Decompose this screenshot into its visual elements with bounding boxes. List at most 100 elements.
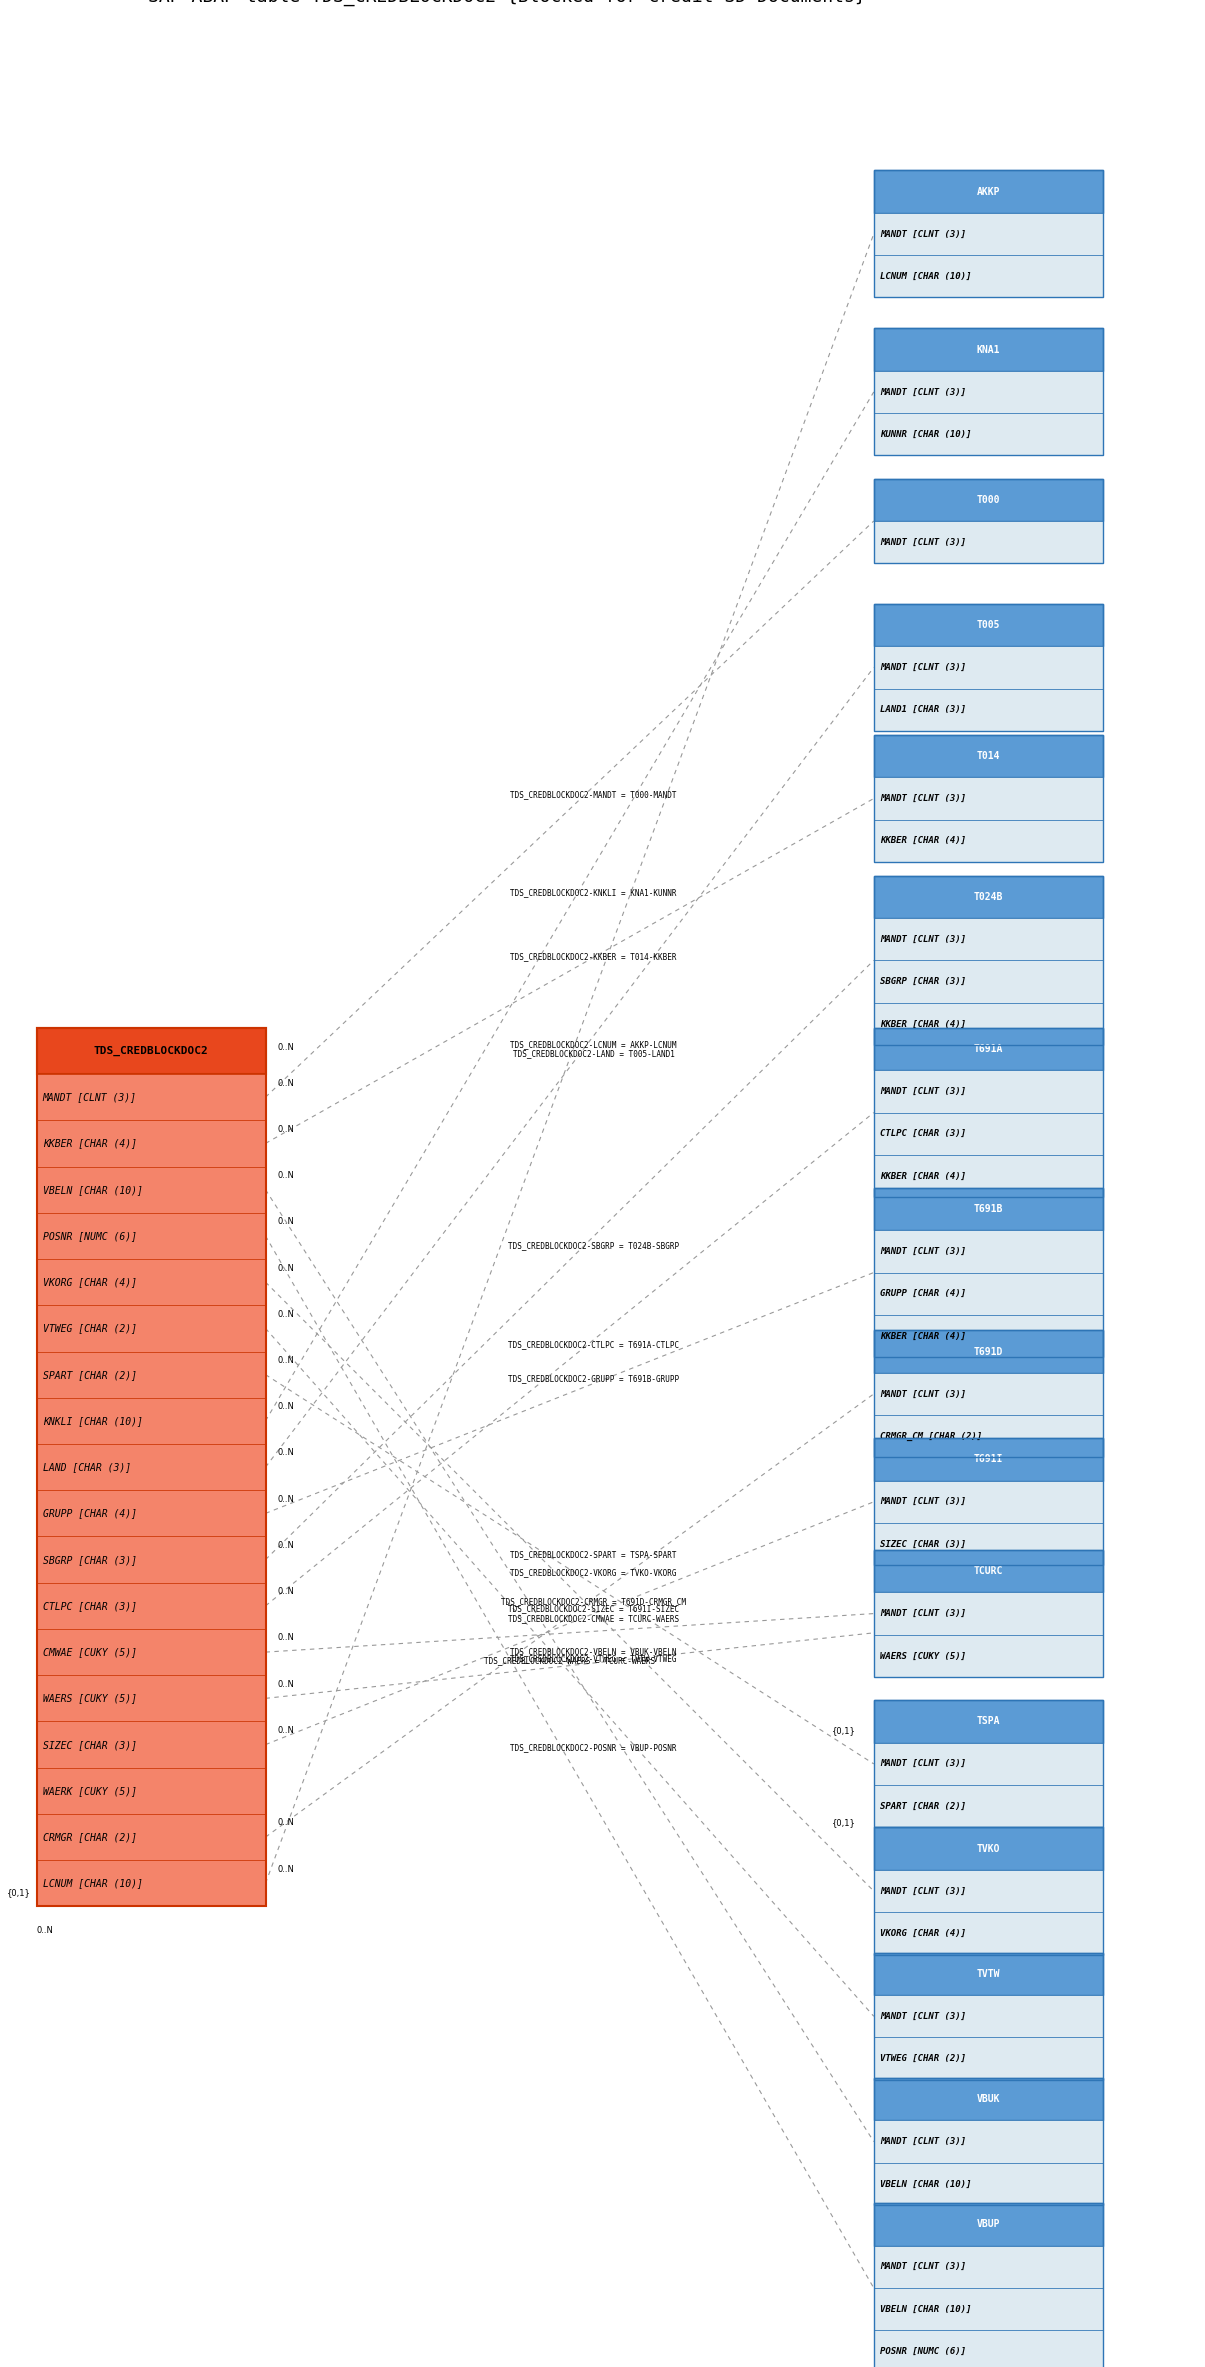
Text: CTLPC [CHAR (3)]: CTLPC [CHAR (3)] xyxy=(42,1600,136,1612)
FancyBboxPatch shape xyxy=(36,1027,265,1075)
FancyBboxPatch shape xyxy=(36,1721,265,1768)
Text: TDS_CREDBLOCKDOC2-MANDT = T000-MANDT: TDS_CREDBLOCKDOC2-MANDT = T000-MANDT xyxy=(511,791,677,800)
FancyBboxPatch shape xyxy=(874,521,1103,563)
Text: 0..N: 0..N xyxy=(277,1865,294,1875)
Text: LCNUM [CHAR (10)]: LCNUM [CHAR (10)] xyxy=(42,1879,142,1889)
Text: TDS_CREDBLOCKDOC2-VTWEG = TVTW-VTWEG: TDS_CREDBLOCKDOC2-VTWEG = TVTW-VTWEG xyxy=(511,1655,677,1662)
FancyBboxPatch shape xyxy=(874,2038,1103,2081)
FancyBboxPatch shape xyxy=(36,1676,265,1721)
Text: SBGRP [CHAR (3)]: SBGRP [CHAR (3)] xyxy=(42,1555,136,1565)
Text: 0..N: 0..N xyxy=(277,1681,294,1688)
Text: T691B: T691B xyxy=(974,1205,1003,1214)
Text: MANDT [CLNT (3)]: MANDT [CLNT (3)] xyxy=(880,388,965,395)
FancyBboxPatch shape xyxy=(36,1584,265,1628)
FancyBboxPatch shape xyxy=(874,329,1103,372)
Text: TDS_CREDBLOCKDOC2-KKBER = T014-KKBER: TDS_CREDBLOCKDOC2-KKBER = T014-KKBER xyxy=(511,952,677,961)
Text: AKKP: AKKP xyxy=(976,187,1000,196)
Text: T005: T005 xyxy=(976,620,1000,630)
Text: WAERK [CUKY (5)]: WAERK [CUKY (5)] xyxy=(42,1785,136,1797)
Text: KNKLI [CHAR (10)]: KNKLI [CHAR (10)] xyxy=(42,1415,142,1425)
FancyBboxPatch shape xyxy=(874,256,1103,298)
Text: VBELN [CHAR (10)]: VBELN [CHAR (10)] xyxy=(880,2305,971,2313)
FancyBboxPatch shape xyxy=(874,776,1103,819)
Text: POSNR [NUMC (6)]: POSNR [NUMC (6)] xyxy=(880,2348,965,2355)
Text: SPART [CHAR (2)]: SPART [CHAR (2)] xyxy=(42,1370,136,1380)
FancyBboxPatch shape xyxy=(874,1155,1103,1198)
Text: MANDT [CLNT (3)]: MANDT [CLNT (3)] xyxy=(880,2263,965,2272)
Text: 0..N: 0..N xyxy=(277,1494,294,1503)
Text: 0..N: 0..N xyxy=(277,1172,294,1181)
FancyBboxPatch shape xyxy=(36,1212,265,1259)
Text: 0..N: 0..N xyxy=(277,1079,294,1086)
FancyBboxPatch shape xyxy=(36,1259,265,1304)
Text: VTWEG [CHAR (2)]: VTWEG [CHAR (2)] xyxy=(880,2055,965,2064)
Text: CRMGR [CHAR (2)]: CRMGR [CHAR (2)] xyxy=(42,1832,136,1842)
Text: TDS_CREDBLOCKDOC2-SBGRP = T024B-SBGRP: TDS_CREDBLOCKDOC2-SBGRP = T024B-SBGRP xyxy=(509,1240,680,1250)
Text: CMWAE [CUKY (5)]: CMWAE [CUKY (5)] xyxy=(42,1647,136,1657)
FancyBboxPatch shape xyxy=(874,961,1103,1004)
FancyBboxPatch shape xyxy=(874,1870,1103,1913)
FancyBboxPatch shape xyxy=(874,1330,1103,1373)
Text: T691D: T691D xyxy=(974,1347,1003,1356)
Text: MANDT [CLNT (3)]: MANDT [CLNT (3)] xyxy=(880,1759,965,1768)
Text: VBELN [CHAR (10)]: VBELN [CHAR (10)] xyxy=(42,1184,142,1195)
FancyBboxPatch shape xyxy=(874,1439,1103,1482)
FancyBboxPatch shape xyxy=(874,2246,1103,2289)
Text: KKBER [CHAR (4)]: KKBER [CHAR (4)] xyxy=(880,1333,965,1340)
FancyBboxPatch shape xyxy=(36,1536,265,1584)
FancyBboxPatch shape xyxy=(874,2078,1103,2121)
FancyBboxPatch shape xyxy=(874,918,1103,961)
FancyBboxPatch shape xyxy=(874,1112,1103,1155)
Text: LCNUM [CHAR (10)]: LCNUM [CHAR (10)] xyxy=(880,272,971,282)
FancyBboxPatch shape xyxy=(874,604,1103,646)
FancyBboxPatch shape xyxy=(874,2204,1103,2246)
FancyBboxPatch shape xyxy=(874,1027,1103,1070)
FancyBboxPatch shape xyxy=(874,1231,1103,1273)
FancyBboxPatch shape xyxy=(874,372,1103,414)
Text: 0..N: 0..N xyxy=(277,1041,294,1051)
FancyBboxPatch shape xyxy=(36,1120,265,1167)
Text: T000: T000 xyxy=(976,495,1000,504)
FancyBboxPatch shape xyxy=(874,1913,1103,1955)
Text: MANDT [CLNT (3)]: MANDT [CLNT (3)] xyxy=(880,537,965,547)
FancyBboxPatch shape xyxy=(36,1768,265,1813)
Text: KKBER [CHAR (4)]: KKBER [CHAR (4)] xyxy=(880,1172,965,1181)
Text: MANDT [CLNT (3)]: MANDT [CLNT (3)] xyxy=(880,1498,965,1505)
Text: T014: T014 xyxy=(976,750,1000,762)
Text: MANDT [CLNT (3)]: MANDT [CLNT (3)] xyxy=(880,935,965,944)
Text: WAERS [CUKY (5)]: WAERS [CUKY (5)] xyxy=(42,1692,136,1704)
Text: 0..N: 0..N xyxy=(36,1927,53,1934)
Text: 0..N: 0..N xyxy=(277,1309,294,1318)
Text: LAND1 [CHAR (3)]: LAND1 [CHAR (3)] xyxy=(880,705,965,715)
FancyBboxPatch shape xyxy=(874,1188,1103,1231)
Text: MANDT [CLNT (3)]: MANDT [CLNT (3)] xyxy=(880,2012,965,2021)
Text: T691A: T691A xyxy=(974,1044,1003,1053)
FancyBboxPatch shape xyxy=(874,1785,1103,1827)
Text: 0..N: 0..N xyxy=(277,1541,294,1550)
FancyBboxPatch shape xyxy=(874,213,1103,256)
FancyBboxPatch shape xyxy=(874,646,1103,689)
FancyBboxPatch shape xyxy=(874,734,1103,776)
FancyBboxPatch shape xyxy=(874,414,1103,454)
Text: T024B: T024B xyxy=(974,892,1003,902)
Text: SIZEC [CHAR (3)]: SIZEC [CHAR (3)] xyxy=(880,1539,965,1548)
Text: TDS_CREDBLOCKDOC2-WAERS = TCURC-WAERS: TDS_CREDBLOCKDOC2-WAERS = TCURC-WAERS xyxy=(484,1657,656,1666)
Text: VKORG [CHAR (4)]: VKORG [CHAR (4)] xyxy=(880,1929,965,1939)
Text: SIZEC [CHAR (3)]: SIZEC [CHAR (3)] xyxy=(42,1740,136,1749)
Text: TSPA: TSPA xyxy=(976,1716,1000,1726)
Text: TDS_CREDBLOCKDOC2-SPART = TSPA-SPART: TDS_CREDBLOCKDOC2-SPART = TSPA-SPART xyxy=(511,1550,677,1560)
FancyBboxPatch shape xyxy=(36,1399,265,1444)
Text: WAERS [CUKY (5)]: WAERS [CUKY (5)] xyxy=(880,1652,965,1662)
FancyBboxPatch shape xyxy=(874,1273,1103,1316)
Text: MANDT [CLNT (3)]: MANDT [CLNT (3)] xyxy=(880,1886,965,1896)
Text: MANDT [CLNT (3)]: MANDT [CLNT (3)] xyxy=(880,1389,965,1399)
Text: TDS_CREDBLOCKDOC2: TDS_CREDBLOCKDOC2 xyxy=(94,1046,208,1056)
Text: MANDT [CLNT (3)]: MANDT [CLNT (3)] xyxy=(880,2137,965,2147)
FancyBboxPatch shape xyxy=(874,170,1103,213)
FancyBboxPatch shape xyxy=(874,1593,1103,1636)
Text: CTLPC [CHAR (3)]: CTLPC [CHAR (3)] xyxy=(880,1129,965,1139)
Text: 0..N: 0..N xyxy=(277,1449,294,1458)
FancyBboxPatch shape xyxy=(874,1070,1103,1112)
FancyBboxPatch shape xyxy=(36,1860,265,1905)
FancyBboxPatch shape xyxy=(36,1167,265,1212)
